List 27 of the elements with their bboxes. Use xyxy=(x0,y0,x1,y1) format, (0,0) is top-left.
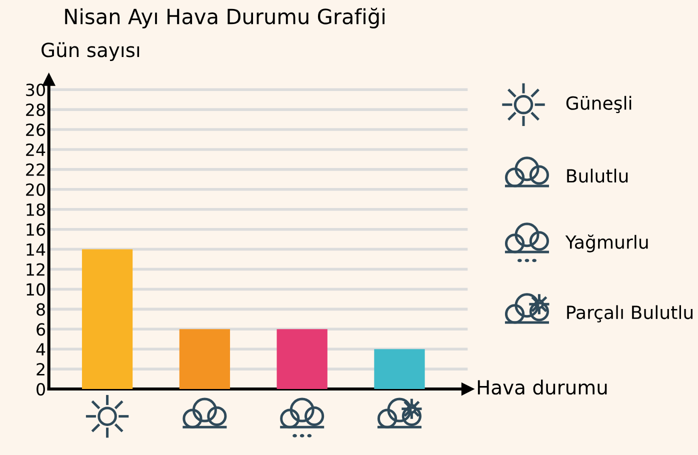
y-tick-label: 12 xyxy=(26,263,44,276)
text: Parçalı Bulutlu xyxy=(567,305,692,322)
y-tick-label: 10 xyxy=(26,283,45,296)
text: Yağmurlu xyxy=(565,234,648,252)
text: Bulutlu xyxy=(567,168,628,183)
bar xyxy=(276,329,328,390)
y-tick-label: 8 xyxy=(36,303,45,316)
y-tick-label: 28 xyxy=(26,104,45,116)
y-tick-label: 6 xyxy=(36,323,46,336)
y-tick-label: 16 xyxy=(26,223,46,236)
y-tick-label: 22 xyxy=(26,163,44,176)
y-axis-title: Gün sayısı xyxy=(42,42,140,62)
y-tick-label: 4 xyxy=(36,343,46,356)
y-tick-label: 20 xyxy=(26,183,45,196)
bar xyxy=(82,249,133,390)
y-tick-label: 24 xyxy=(26,143,46,156)
y-tick-label: 18 xyxy=(26,203,45,216)
bar xyxy=(179,329,230,390)
y-tick-label: 0 xyxy=(36,382,45,396)
y-tick-label: 30 xyxy=(26,84,45,96)
y-tick-label: 2 xyxy=(36,363,44,376)
x-axis-title: Hava durumu xyxy=(478,380,607,395)
bar xyxy=(374,349,425,390)
text: Güneşli xyxy=(566,96,632,114)
y-tick-label: 26 xyxy=(26,123,46,136)
y-tick-label: 14 xyxy=(26,243,46,256)
chart-title: Nisan Ayı Hava Durumu Grafiği xyxy=(65,8,384,28)
